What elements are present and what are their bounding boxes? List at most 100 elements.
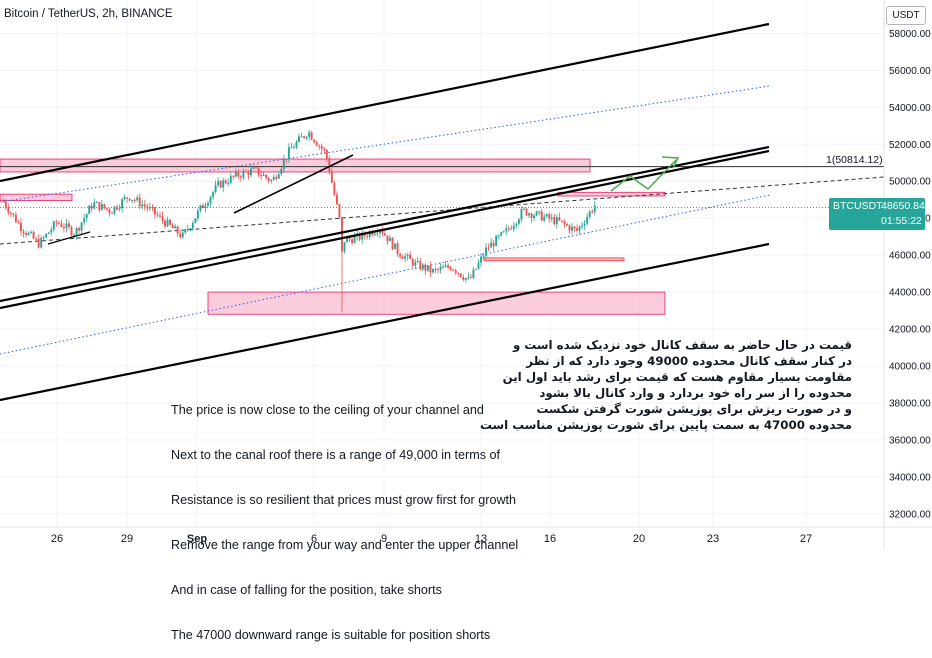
candle-body	[126, 197, 129, 199]
candle-body	[88, 205, 91, 214]
candle-body	[108, 209, 111, 213]
x-tick-label: 13	[475, 533, 487, 545]
persian-note-line: و در صورت ریزش برای پوزیشن شورت گرفتن شک…	[536, 402, 852, 416]
y-tick-label: 36000.00	[889, 435, 931, 446]
candle-body	[25, 233, 27, 235]
candle-body	[227, 182, 230, 184]
candle-body	[401, 256, 404, 259]
candle-body	[90, 205, 93, 209]
candle-body	[219, 181, 222, 188]
candle-body	[492, 242, 495, 247]
candle-body	[80, 222, 83, 231]
candle-body	[303, 136, 306, 138]
y-tick-label: 32000.00	[889, 509, 931, 520]
candle-body	[454, 270, 457, 273]
candle-body	[270, 180, 273, 182]
candle-body	[439, 267, 442, 270]
candle-body	[35, 238, 38, 240]
candle-body	[467, 277, 470, 279]
candle-body	[179, 233, 182, 238]
english-note-line: Resistance is so resilient that prices m…	[171, 493, 517, 507]
candle-body	[366, 235, 369, 237]
candle-body	[290, 147, 293, 149]
candle-body	[335, 194, 338, 205]
candle-body	[40, 237, 43, 248]
persian-note-line: قیمت در حال حاضر به سقف کانال خود نزدیک …	[512, 338, 852, 352]
y-tick-label: 40000.00	[889, 361, 931, 372]
candle-body	[189, 228, 192, 230]
support-zone	[207, 291, 666, 315]
candle-body	[138, 197, 141, 207]
price-axis[interactable]: 32000.00 34000.00 36000.00 38000.00 40000.00…	[889, 29, 931, 520]
candle-body	[571, 226, 573, 231]
candle-body	[452, 269, 455, 271]
candle-body	[57, 222, 60, 224]
candle-body	[242, 171, 245, 178]
candle-body	[341, 217, 343, 252]
candle-body	[60, 223, 63, 227]
candle-body	[502, 231, 505, 233]
y-tick-label: 34000.00	[889, 472, 931, 483]
candle-body	[371, 231, 374, 235]
candle-body	[588, 211, 591, 218]
english-note-line: Remove the range from your way and enter…	[171, 538, 519, 552]
candle-body	[406, 254, 409, 257]
candle-body	[348, 237, 351, 240]
candle-body	[482, 255, 485, 257]
last-price-tag: BTCUSDT 48650.84 01:55:22	[829, 198, 925, 230]
middle-channel-line	[0, 145, 770, 303]
candle-body	[214, 185, 217, 193]
candle-body	[287, 147, 290, 160]
candle-body	[232, 175, 235, 177]
candle-body	[4, 201, 7, 208]
candle-body	[409, 254, 412, 260]
english-note-line: The price is now close to the ceiling of…	[171, 403, 484, 417]
candle-body	[434, 269, 437, 271]
english-note-line: And in case of falling for the position,…	[171, 583, 442, 597]
candle-body	[386, 235, 389, 242]
candle-body	[555, 217, 558, 225]
dashed-trendline	[0, 176, 885, 245]
dotted-channel-line	[0, 194, 771, 355]
candle-body	[47, 232, 50, 234]
upper-channel-line	[0, 22, 770, 183]
candle-body	[186, 229, 189, 231]
candle-body	[517, 219, 520, 224]
candle-body	[328, 158, 331, 173]
candle-body	[563, 221, 566, 224]
candle-body	[176, 226, 179, 234]
candle-body	[507, 228, 510, 230]
x-tick-label: 23	[707, 533, 719, 545]
candle-body	[164, 220, 166, 227]
english-note-line: Next to the canal roof there is a range …	[171, 448, 501, 462]
candle-body	[83, 218, 86, 223]
candle-body	[543, 216, 546, 221]
candle-body	[581, 225, 584, 227]
candle-body	[308, 132, 311, 137]
candle-body	[477, 262, 480, 269]
candle-body	[528, 213, 530, 216]
price-chart[interactable]: 32000.00 34000.00 36000.00 38000.00 40000.00…	[0, 0, 932, 550]
currency-badge[interactable]: USDT	[886, 6, 926, 25]
time-axis[interactable]: 26 29 Sep 6 9 13 16 20 23 27	[51, 533, 812, 545]
candle-body	[247, 171, 250, 176]
persian-note-line: محدوده را از سر راه خود بردارد و وارد کا…	[539, 386, 852, 400]
candle-body	[533, 215, 536, 218]
candle-body	[121, 199, 124, 209]
candle-body	[421, 264, 424, 270]
candle-body	[105, 208, 108, 210]
candle-body	[485, 247, 488, 256]
candle-body	[593, 205, 596, 212]
candle-body	[156, 214, 159, 216]
candle-body	[239, 176, 242, 178]
candle-body	[85, 213, 88, 219]
dotted-channel-line	[0, 85, 771, 203]
resistance-zone	[0, 158, 591, 173]
candle-body	[500, 232, 503, 236]
candle-body	[262, 174, 265, 176]
candle-body	[487, 247, 490, 249]
candle-body	[426, 265, 429, 271]
candle-body	[229, 175, 232, 183]
candle-body	[32, 232, 35, 239]
candle-body	[204, 205, 207, 209]
